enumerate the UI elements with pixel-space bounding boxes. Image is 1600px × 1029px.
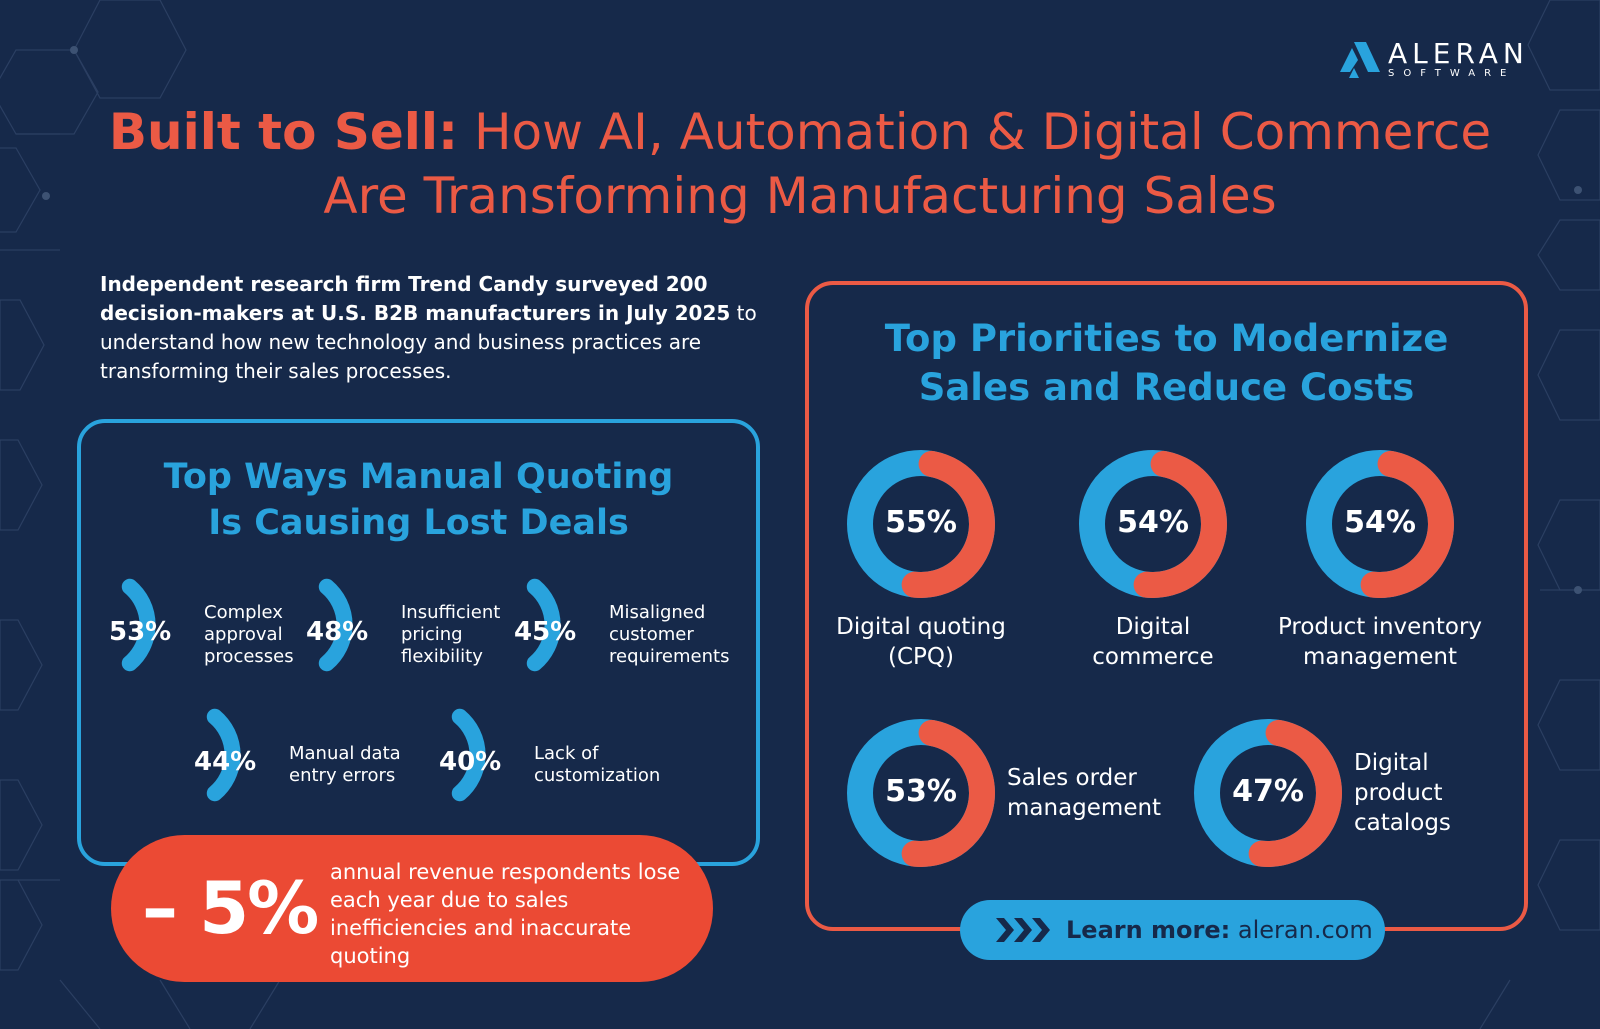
priority-label-line: catalogs — [1354, 810, 1451, 836]
priority-label: Digital quoting (CPQ) — [791, 612, 1051, 672]
lost-deal-arc — [451, 708, 486, 802]
lost-deal-arc-stroke — [318, 578, 353, 672]
lost-deal-percent: 53% — [109, 617, 172, 647]
lost-deal-label: Insufficient pricing flexibility — [401, 602, 500, 668]
lost-deal-label: Lack of customization — [534, 743, 660, 787]
priority-percent: 47% — [1232, 774, 1304, 809]
lost-deal-percent: 48% — [306, 617, 369, 647]
priority-label: Digital commerce — [1023, 612, 1283, 672]
priority-label-line: Product inventory — [1277, 614, 1483, 640]
priority-label-line: Sales order — [1007, 765, 1137, 791]
lost-deal-label-line: requirements — [609, 646, 730, 667]
priority-label-line: Digital — [1354, 750, 1429, 776]
logo-subtitle: SOFTWARE — [1388, 68, 1516, 79]
lost-deal-arc-stroke — [526, 578, 561, 672]
aleran-logo[interactable]: ALERAN SOFTWARE — [1340, 40, 1529, 79]
priority-donut — [1079, 450, 1227, 598]
priority-label-line: (CPQ) — [888, 644, 954, 670]
lost-deal-percent: 40% — [439, 747, 502, 777]
lost-deal-label-line: Complex — [204, 602, 283, 623]
priority-label: Digital product catalogs — [1354, 748, 1451, 838]
triple-chevron-right-icon — [996, 918, 1050, 942]
lost-deal-arc-stroke — [206, 708, 241, 802]
priority-label-line: management — [1302, 644, 1458, 670]
intro-rest: to understand how new technology and bus… — [100, 301, 757, 383]
lost-deal-label-line: Lack of — [534, 743, 599, 764]
lost-deal-label-line: processes — [204, 646, 294, 667]
priorities-title-line1: Top Priorities to Modernize — [884, 317, 1449, 360]
lost-deal-label-line: Manual data — [289, 743, 401, 764]
priority-label-line: commerce — [1092, 644, 1214, 670]
lost-deal-label-line: approval — [204, 624, 283, 645]
lost-deal-label-line: Misaligned — [609, 602, 706, 623]
lost-deal-arc — [318, 578, 353, 672]
learn-more-text: Learn more: aleran.com — [1066, 916, 1373, 944]
title-bold: Built to Sell: — [108, 103, 459, 161]
priority-percent: 54% — [1117, 505, 1189, 540]
priority-donut — [847, 719, 995, 867]
lost-deal-percent: 44% — [194, 747, 257, 777]
donut-segment — [1360, 450, 1454, 598]
priority-label-line: product — [1354, 780, 1443, 806]
donut-segment — [901, 719, 995, 867]
lost-deal-label: Misaligned customer requirements — [609, 602, 729, 668]
lost-deals-title-line2: Is Causing Lost Deals — [208, 503, 629, 543]
page-title: Built to Sell: How AI, Automation & Digi… — [0, 100, 1600, 228]
lost-deal-label-line: pricing — [401, 624, 463, 645]
priority-label-line: Digital quoting — [836, 614, 1006, 640]
lost-deals-title-line1: Top Ways Manual Quoting — [163, 457, 674, 497]
priority-label: Sales order management — [1007, 763, 1161, 823]
learn-more-button[interactable]: Learn more: aleran.com — [960, 900, 1385, 960]
priority-label-line: management — [1007, 795, 1162, 821]
priority-percent: 54% — [1344, 505, 1416, 540]
lost-deal-label: Complex approval processes — [204, 602, 294, 668]
intro-paragraph: Independent research firm Trend Candy su… — [100, 270, 760, 386]
donut-segment — [1133, 450, 1227, 598]
lost-deal-label-line: customization — [534, 765, 661, 786]
priority-donut — [1306, 450, 1454, 598]
learn-more-link[interactable]: aleran.com — [1237, 916, 1373, 944]
donut-segment — [901, 450, 995, 598]
priority-percent: 53% — [885, 774, 957, 809]
revenue-loss-text: annual revenue respondents lose each yea… — [330, 860, 681, 968]
intro-bold: Independent research firm Trend Candy su… — [100, 272, 731, 325]
title-line1: How AI, Automation & Digital Commerce — [473, 103, 1492, 161]
priorities-title: Top Priorities to Modernize Sales and Re… — [805, 314, 1528, 412]
lost-deal-arc — [206, 708, 241, 802]
aleran-logo-mark-icon — [1340, 41, 1380, 78]
title-line2: Are Transforming Manufacturing Sales — [323, 167, 1277, 225]
lost-deal-arc — [121, 578, 156, 672]
lost-deal-arc-stroke — [121, 578, 156, 672]
lost-deal-label-line: flexibility — [401, 646, 483, 667]
lost-deal-arc-stroke — [451, 708, 486, 802]
lost-deals-title: Top Ways Manual Quoting Is Causing Lost … — [77, 454, 760, 546]
priorities-title-line2: Sales and Reduce Costs — [918, 366, 1415, 409]
revenue-loss-value: – 5% — [142, 866, 319, 950]
priority-donut — [1194, 719, 1342, 867]
revenue-loss-pill — [111, 835, 713, 982]
priority-donut — [847, 450, 995, 598]
lost-deal-percent: 45% — [514, 617, 577, 647]
lost-deal-label-line: customer — [609, 624, 694, 645]
lost-deal-label-line: Insufficient — [401, 602, 501, 623]
donut-segment — [1248, 719, 1342, 867]
priority-label-line: Digital — [1115, 614, 1191, 640]
lost-deal-label: Manual data entry errors — [289, 743, 401, 787]
priority-label: Product inventory management — [1250, 612, 1510, 672]
lost-deal-arc — [526, 578, 561, 672]
logo-name: ALERAN — [1388, 37, 1529, 70]
learn-more-label: Learn more: — [1066, 916, 1231, 944]
lost-deal-label-line: entry errors — [289, 765, 396, 786]
priority-percent: 55% — [885, 505, 957, 540]
